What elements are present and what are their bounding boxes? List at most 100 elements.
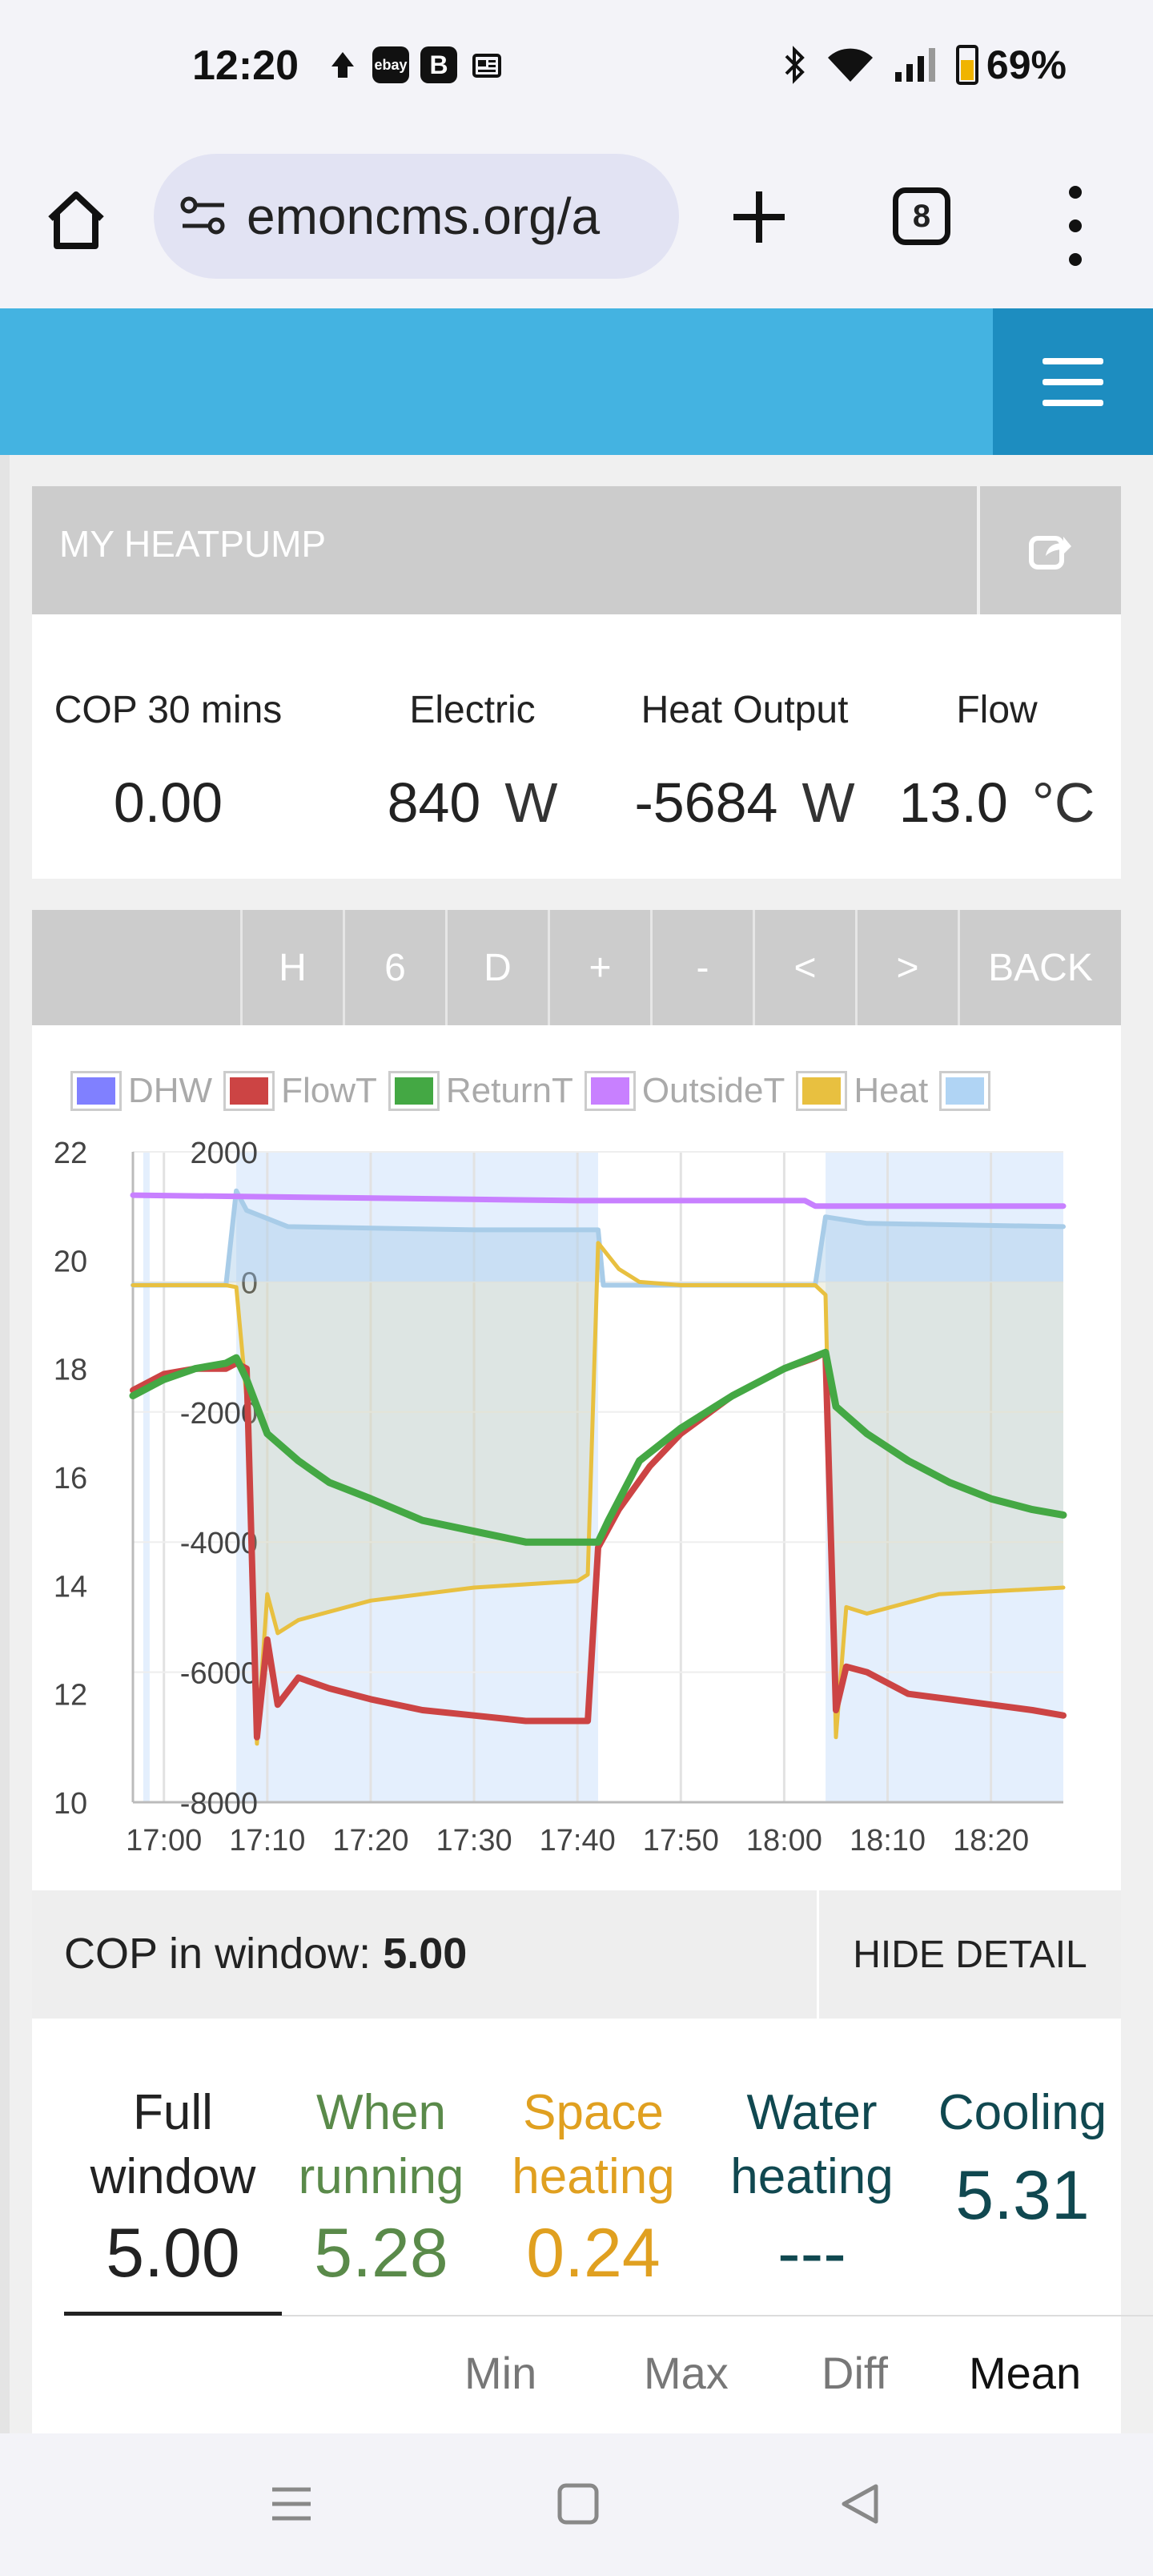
cop-cooling[interactable]: Cooling 5.31 [938,2085,1107,2234]
legend-item[interactable]: ReturnT [388,1071,573,1111]
recents-icon[interactable] [269,2481,314,2526]
x-tick-label: 18:10 [850,1824,926,1858]
url-bar[interactable]: emoncms.org/a [154,154,679,279]
legend-swatch [70,1071,122,1111]
legend-item[interactable]: OutsideT [584,1071,785,1111]
legend-swatch [584,1071,636,1111]
stat-value: 0.00 [113,771,223,834]
zoom-in-button[interactable]: + [548,910,650,1025]
heatpump-chart[interactable]: 2220181614121020000-2000-4000-6000-80001… [32,1025,1121,1890]
legend-item[interactable]: DHW [70,1071,212,1111]
y-left-tick-label: 16 [54,1462,87,1495]
hide-detail-button[interactable]: HIDE DETAIL [817,1890,1121,2019]
bluetooth-icon [785,46,805,84]
legend-label: OutsideT [641,1071,785,1110]
pan-right-button[interactable]: > [855,910,958,1025]
cop-water-heating[interactable]: Water heating --- [730,2085,894,2292]
tab-mean[interactable]: Mean [969,2348,1082,2398]
cop-in-window: COP in window: 5.00 [64,1930,468,1978]
x-tick-label: 17:10 [229,1824,305,1858]
time-navigation: H 6 D + - < > BACK [32,910,1121,1025]
active-tab-underline [64,2312,282,2316]
home-button[interactable] [42,186,110,255]
back-button[interactable]: BACK [958,910,1121,1025]
stat-flow: Flow 13.0 °C [881,688,1113,835]
legend-item[interactable]: FlowT [223,1071,377,1111]
stat-label: Electric [409,689,536,731]
cop-when-running[interactable]: When running 5.28 [298,2085,464,2292]
series-line-flowt [130,1349,1067,1741]
x-tick-label: 17:40 [540,1824,616,1858]
legend-swatch [388,1071,440,1111]
series-line-outsidet [130,1192,1067,1210]
running-period-shade [143,1152,150,1802]
back-nav-icon[interactable] [838,2481,882,2526]
home-nav-icon[interactable] [556,2481,601,2526]
legend-item[interactable] [939,1071,997,1111]
zoom-day-button[interactable]: D [445,910,548,1025]
x-tick-label: 17:50 [643,1824,719,1858]
y-left-tick-label: 22 [54,1137,87,1170]
stat-label: Flow [956,689,1038,731]
running-period-shade [236,1152,598,1802]
notification-icons: ebay B [324,46,505,83]
new-tab-button[interactable] [729,184,789,256]
clock: 12:20 [192,42,299,89]
legend-swatch [223,1071,275,1111]
news-icon [468,46,505,83]
zoom-hour-button[interactable]: H [240,910,343,1025]
url-text: emoncms.org/a [247,187,601,245]
cop-detail-panel: Full window 5.00 When running 5.28 Space… [32,2019,1153,2435]
legend-swatch [796,1071,848,1111]
y-right-tick-label: -8000 [180,1787,258,1821]
tab-diff[interactable]: Diff [822,2348,888,2398]
x-tick-label: 17:30 [436,1824,512,1858]
zoom-out-button[interactable]: - [650,910,753,1025]
stat-value: -5684 W [634,771,855,834]
stat-heat-output: Heat Output -5684 W [585,688,905,835]
tab-switcher-button[interactable]: 8 [893,187,950,245]
x-tick-label: 18:20 [953,1824,1029,1858]
signal-icon [894,48,935,82]
y-left-tick-label: 12 [54,1679,87,1713]
zoom-6h-button[interactable]: 6 [343,910,445,1025]
stat-label: Heat Output [641,689,849,731]
system-navigation-bar [0,2433,1153,2576]
tab-min[interactable]: Min [464,2348,537,2398]
stat-label: COP 30 mins [54,689,283,731]
share-icon [1029,536,1071,570]
browser-menu-button[interactable] [1057,186,1094,266]
hamburger-menu-button[interactable] [993,308,1153,455]
stat-electric: Electric 840 W [328,688,617,835]
cop-space-heating[interactable]: Space heating 0.24 [512,2085,675,2292]
plus-icon [733,191,785,243]
stat-value: 13.0 °C [898,771,1095,834]
series-line-electric [131,1188,1066,1288]
x-tick-label: 18:00 [746,1824,822,1858]
y-right-tick-label: -6000 [180,1657,258,1691]
y-left-tick-label: 20 [54,1245,87,1278]
legend-label: ReturnT [445,1071,573,1110]
system-indicators: 69% [783,42,1067,88]
legend-item[interactable]: Heat [796,1071,928,1111]
battery-icon [955,45,978,85]
stats-panel: COP 30 mins 0.00 Electric 840 W Heat Outp… [32,614,1121,879]
battery-percent: 69% [986,42,1067,87]
tab-max[interactable]: Max [644,2348,729,2398]
y-right-tick-label: 0 [241,1266,258,1300]
b-icon: B [420,46,457,83]
share-button[interactable] [980,486,1121,614]
home-icon [48,191,104,249]
y-left-tick-label: 10 [54,1787,87,1821]
chart-panel: DHW FlowT ReturnT OutsideT Heat 22 20 18 16 14 12… [32,1025,1121,1890]
site-header [0,308,1153,455]
pan-left-button[interactable]: < [753,910,855,1025]
ebay-icon: ebay [372,46,409,83]
y-right-tick-label: -4000 [180,1527,258,1560]
legend-swatch [939,1071,991,1111]
chart-legend: DHW FlowT ReturnT OutsideT Heat [70,1067,1127,1115]
cop-full-window[interactable]: Full window 5.00 [90,2085,256,2292]
cop-window-bar: COP in window: 5.00 HIDE DETAIL [32,1890,1121,2019]
site-settings-icon[interactable] [178,191,229,242]
x-tick-label: 17:00 [126,1824,202,1858]
